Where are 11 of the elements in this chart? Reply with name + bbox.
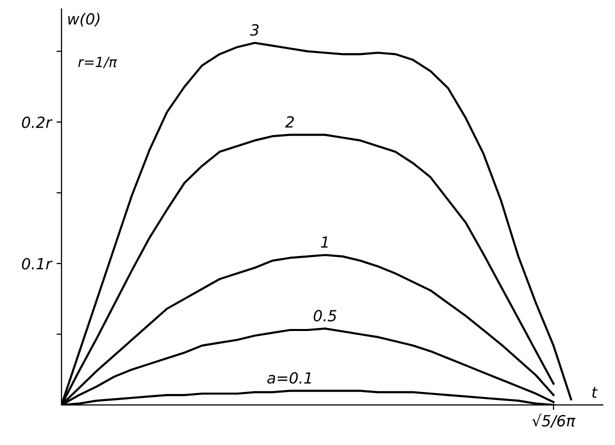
series-label: 0.5	[314, 310, 336, 322]
y-axis-title: w(0)	[68, 12, 100, 26]
annotation: r=1/π	[78, 56, 118, 68]
series-label: 3	[250, 24, 259, 36]
series-label: a=0.1	[267, 372, 311, 384]
series-label: 1	[320, 236, 328, 248]
series-label: 2	[285, 116, 294, 128]
x-tick-label: √5/6π	[532, 414, 576, 428]
y-tick-label: 0.2r	[22, 116, 53, 128]
y-tick-label: 0.1r	[22, 258, 53, 270]
x-axis-title: t	[592, 387, 598, 398]
